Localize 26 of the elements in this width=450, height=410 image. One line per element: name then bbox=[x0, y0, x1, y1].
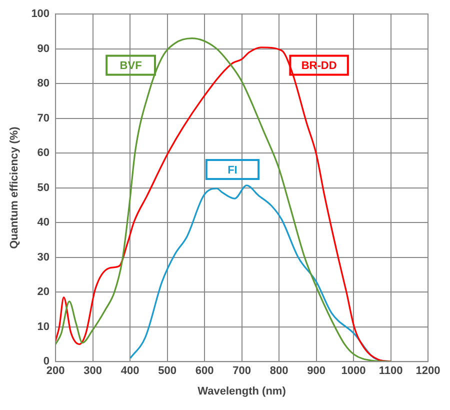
y-tick-label: 0 bbox=[43, 356, 50, 368]
x-tick-label: 900 bbox=[307, 365, 326, 378]
x-tick-label: 400 bbox=[120, 365, 140, 378]
y-tick-label: 40 bbox=[37, 216, 50, 229]
y-tick-label: 90 bbox=[37, 42, 50, 55]
y-tick-label: 100 bbox=[31, 8, 50, 20]
x-tick-label: 1000 bbox=[341, 365, 366, 378]
x-tick-label: 800 bbox=[270, 365, 288, 378]
series-label: FI bbox=[228, 164, 238, 177]
y-tick-label: 50 bbox=[37, 182, 50, 194]
y-axis-title: Quantum efficiency (%) bbox=[8, 126, 21, 249]
x-axis-title: Wavelength (nm) bbox=[198, 385, 286, 398]
x-tick-label: 1200 bbox=[416, 365, 440, 378]
x-tick-label: 700 bbox=[232, 365, 251, 378]
x-tick-label: 300 bbox=[84, 365, 102, 378]
y-tick-label: 30 bbox=[37, 251, 50, 264]
x-tick-label: 600 bbox=[195, 365, 214, 378]
x-tick-label: 1100 bbox=[378, 365, 403, 378]
x-tick-label: 500 bbox=[158, 365, 176, 378]
y-tick-label: 60 bbox=[37, 147, 50, 160]
y-tick-label: 80 bbox=[37, 78, 50, 90]
y-tick-label: 20 bbox=[37, 286, 50, 298]
y-tick-label: 10 bbox=[37, 320, 50, 333]
series-label: BR-DD bbox=[301, 60, 337, 72]
x-tick-label: 200 bbox=[46, 365, 65, 378]
y-tick-label: 70 bbox=[37, 112, 50, 124]
